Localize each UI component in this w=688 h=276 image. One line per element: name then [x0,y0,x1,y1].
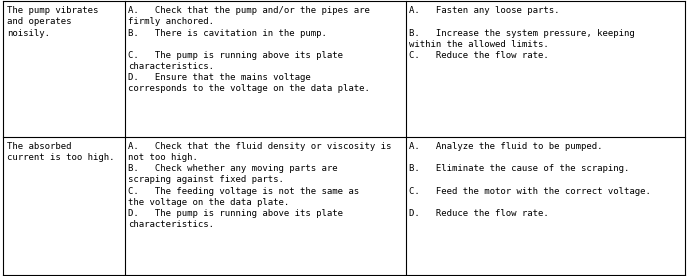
Text: The pump vibrates
and operates
noisily.: The pump vibrates and operates noisily. [7,6,98,38]
Text: A.   Fasten any loose parts.

B.   Increase the system pressure, keeping
within : A. Fasten any loose parts. B. Increase t… [409,6,635,60]
Text: The absorbed
current is too high.: The absorbed current is too high. [7,142,114,162]
Text: A.   Check that the fluid density or viscosity is
not too high.
B.   Check wheth: A. Check that the fluid density or visco… [128,142,391,229]
Text: A.   Check that the pump and/or the pipes are
firmly anchored.
B.   There is cav: A. Check that the pump and/or the pipes … [128,6,370,93]
Text: A.   Analyze the fluid to be pumped.

B.   Eliminate the cause of the scraping.
: A. Analyze the fluid to be pumped. B. El… [409,142,652,218]
